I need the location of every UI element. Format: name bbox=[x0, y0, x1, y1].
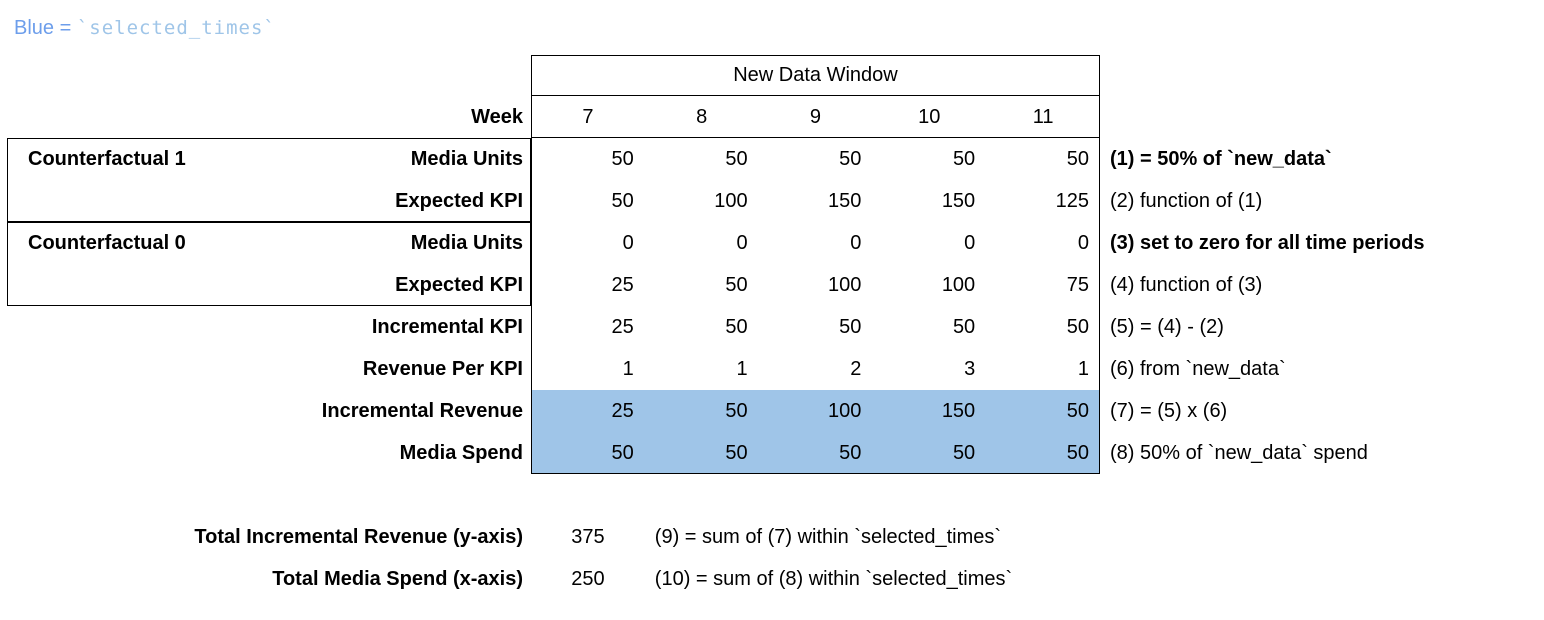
week-value: 7 bbox=[582, 105, 594, 128]
cell-value: 1 bbox=[736, 357, 748, 380]
cell-value: 50 bbox=[725, 315, 748, 338]
row-annotation: (6) from `new_data` bbox=[1109, 357, 1286, 380]
row-label: Expected KPI bbox=[395, 273, 523, 296]
cell-value-highlighted: 150 bbox=[872, 390, 987, 432]
row-label: Incremental KPI bbox=[371, 315, 523, 338]
row-annotation: (5) = (4) - (2) bbox=[1109, 315, 1224, 338]
row-label: Media Units bbox=[410, 231, 523, 254]
row-label: Revenue Per KPI bbox=[362, 357, 523, 380]
cell-value: 2 bbox=[850, 357, 862, 380]
cell-value: 100 bbox=[714, 189, 748, 212]
cell-value: 0 bbox=[850, 231, 862, 254]
cell-value: 0 bbox=[736, 231, 748, 254]
cell-value: 125 bbox=[1055, 189, 1089, 212]
row-label: Media Units bbox=[410, 147, 523, 170]
cell-value: 50 bbox=[839, 315, 862, 338]
cell-value: 50 bbox=[952, 315, 976, 338]
cell-value: 50 bbox=[1066, 315, 1089, 338]
row-label: Incremental Revenue bbox=[321, 399, 523, 422]
cell-value-highlighted: 50 bbox=[644, 432, 759, 474]
cell-value: 150 bbox=[828, 189, 862, 212]
week-value: 11 bbox=[1032, 105, 1054, 128]
legend: Blue = `selected_times` bbox=[14, 17, 276, 40]
total-annotation: (10) = sum of (8) within `selected_times… bbox=[654, 567, 1013, 590]
total-incremental-revenue-value: 375 bbox=[571, 525, 605, 548]
total-media-spend-label: Total Media Spend (x-axis) bbox=[272, 567, 523, 590]
week-value: 10 bbox=[918, 105, 941, 128]
cell-value: 100 bbox=[828, 273, 862, 296]
cell-value: 50 bbox=[952, 147, 976, 170]
row-annotation: (4) function of (3) bbox=[1109, 273, 1263, 296]
cell-value: 50 bbox=[1066, 147, 1089, 170]
cell-value: 50 bbox=[611, 147, 634, 170]
week-label: Week bbox=[471, 105, 523, 128]
cell-value: 3 bbox=[964, 357, 976, 380]
cell-value: 25 bbox=[611, 315, 634, 338]
row-annotation: (2) function of (1) bbox=[1109, 189, 1263, 212]
cell-value: 50 bbox=[725, 147, 748, 170]
legend-label: Blue = bbox=[14, 17, 77, 39]
cell-value: 0 bbox=[1077, 231, 1089, 254]
total-annotation: (9) = sum of (7) within `selected_times` bbox=[654, 525, 1002, 548]
row-label: Media Spend bbox=[399, 441, 523, 464]
cell-value-highlighted: 50 bbox=[644, 390, 759, 432]
cell-value-highlighted: 25 bbox=[531, 390, 645, 432]
group-label-counterfactual-0: Counterfactual 0 bbox=[28, 231, 186, 254]
row-annotation: (8) 50% of `new_data` spend bbox=[1109, 441, 1368, 464]
row-label: Expected KPI bbox=[395, 189, 523, 212]
group-label-counterfactual-1: Counterfactual 1 bbox=[28, 147, 186, 170]
cell-value: 1 bbox=[622, 357, 634, 380]
cell-value: 75 bbox=[1066, 273, 1089, 296]
cell-value-highlighted: 50 bbox=[872, 432, 987, 474]
cell-value-highlighted: 50 bbox=[531, 432, 645, 474]
new-data-window-header: New Data Window bbox=[733, 64, 898, 86]
cell-value: 150 bbox=[941, 189, 976, 212]
cell-value: 100 bbox=[941, 273, 976, 296]
row-annotation: (3) set to zero for all time periods bbox=[1109, 231, 1425, 254]
cell-value-highlighted: 50 bbox=[758, 432, 873, 474]
cell-value: 50 bbox=[611, 189, 634, 212]
week-value: 9 bbox=[809, 105, 822, 128]
row-annotation: (1) = 50% of `new_data` bbox=[1109, 147, 1332, 170]
cell-value: 1 bbox=[1077, 357, 1089, 380]
cell-value: 50 bbox=[725, 273, 748, 296]
cell-value: 50 bbox=[839, 147, 862, 170]
cell-value: 0 bbox=[964, 231, 976, 254]
total-media-spend-value: 250 bbox=[571, 567, 605, 590]
cell-value-highlighted: 100 bbox=[758, 390, 873, 432]
cell-value: 0 bbox=[622, 231, 634, 254]
row-annotation: (7) = (5) x (6) bbox=[1109, 399, 1228, 422]
total-incremental-revenue-label: Total Incremental Revenue (y-axis) bbox=[194, 525, 523, 548]
counterfactual-table: New Data Window Week 7 8 9 10 11 Counter… bbox=[7, 55, 1537, 600]
cell-value: 25 bbox=[611, 273, 634, 296]
week-value: 8 bbox=[696, 105, 708, 128]
legend-code: `selected_times` bbox=[76, 17, 276, 39]
cell-value-highlighted: 50 bbox=[986, 390, 1100, 432]
cell-value-highlighted: 50 bbox=[986, 432, 1100, 474]
